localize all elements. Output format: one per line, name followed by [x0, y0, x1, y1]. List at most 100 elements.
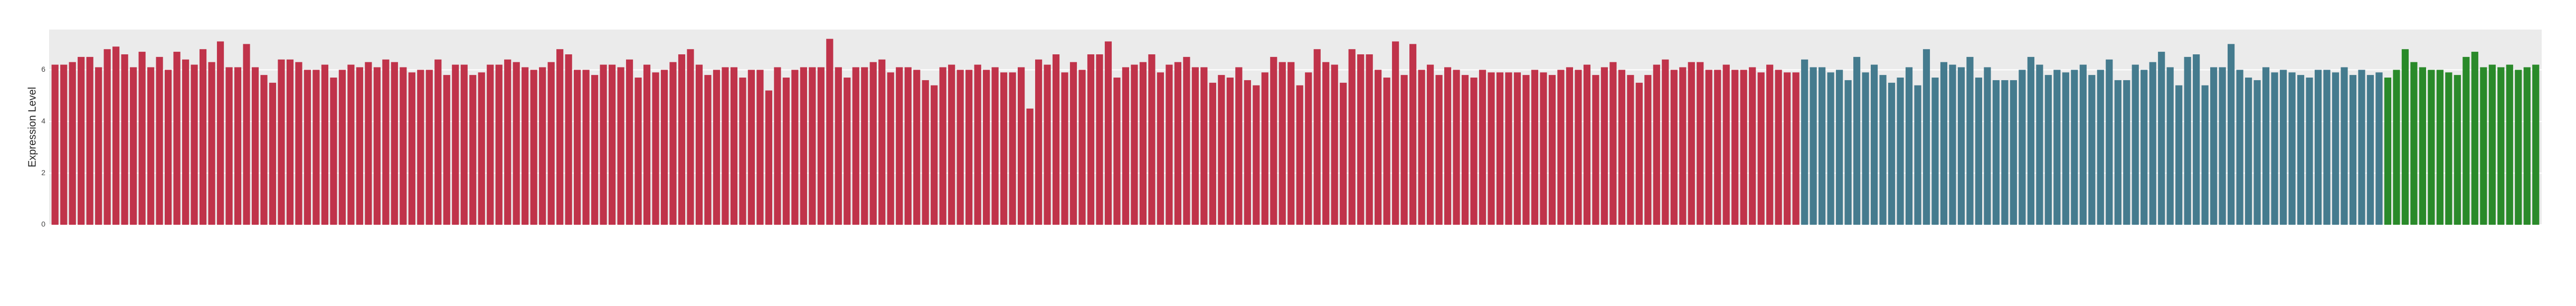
- bar: [2428, 70, 2435, 225]
- bar: [634, 78, 642, 225]
- bar: [2401, 49, 2409, 225]
- bar: [2123, 80, 2130, 225]
- bar: [469, 75, 477, 225]
- bar: [530, 70, 537, 225]
- bar: [2219, 67, 2226, 225]
- bar: [2149, 62, 2156, 225]
- bar: [173, 52, 181, 225]
- bar: [1139, 62, 1147, 225]
- bar: [1340, 82, 1347, 225]
- bar: [382, 59, 390, 225]
- bar: [2175, 85, 2183, 225]
- bar: [2463, 56, 2470, 225]
- bar: [1618, 70, 1625, 225]
- bar: [1931, 78, 1939, 225]
- bar: [2471, 52, 2478, 225]
- bar: [2523, 67, 2531, 225]
- y-tick-label: 6: [41, 65, 45, 73]
- bar: [1627, 75, 1634, 225]
- bar: [1688, 62, 1695, 225]
- bar: [1400, 75, 1408, 225]
- bar: [2515, 70, 2522, 225]
- bar: [1853, 56, 1861, 225]
- bar: [739, 78, 746, 225]
- bar: [304, 70, 311, 225]
- bar: [2262, 67, 2270, 225]
- bar: [2488, 64, 2496, 225]
- bar: [817, 67, 825, 225]
- bar: [1479, 70, 1486, 225]
- bar: [678, 54, 686, 225]
- bar: [1792, 72, 1800, 225]
- bar: [1922, 49, 1930, 225]
- bar: [791, 70, 799, 225]
- bar: [939, 67, 946, 225]
- bar: [1061, 72, 1068, 225]
- bar: [1662, 59, 1669, 225]
- bar: [1183, 56, 1190, 225]
- bar: [547, 62, 555, 225]
- bar: [2019, 70, 2026, 225]
- bar: [1104, 41, 1112, 225]
- bar: [112, 46, 120, 225]
- bar: [487, 64, 494, 225]
- bar: [1296, 85, 1303, 225]
- bar: [1226, 78, 1234, 225]
- bar: [1131, 64, 1138, 225]
- bar: [1827, 72, 1834, 225]
- bar: [243, 44, 250, 225]
- bar: [1784, 72, 1791, 225]
- bar: [983, 70, 990, 225]
- bar: [1200, 67, 1208, 225]
- bar: [2306, 78, 2313, 225]
- bar: [2323, 70, 2331, 225]
- bar: [2480, 67, 2487, 225]
- bar: [2044, 75, 2052, 225]
- bar: [1209, 82, 1216, 225]
- bar: [844, 78, 851, 225]
- bar: [1722, 64, 1730, 225]
- bar: [78, 56, 85, 225]
- bar: [1810, 67, 1817, 225]
- bar: [687, 49, 694, 225]
- bar: [2071, 70, 2078, 225]
- bar: [878, 59, 886, 225]
- bar: [1191, 67, 1199, 225]
- bar: [1714, 70, 1721, 225]
- bar: [826, 39, 834, 225]
- bar: [452, 64, 459, 225]
- bar: [948, 64, 955, 225]
- bar: [1148, 54, 1156, 225]
- bar: [147, 67, 155, 225]
- bar: [1496, 72, 1504, 225]
- bar: [1383, 78, 1390, 225]
- bar: [974, 64, 981, 225]
- bar: [1035, 59, 1043, 225]
- bar: [2010, 80, 2017, 225]
- bar: [2445, 72, 2452, 225]
- bar: [2341, 67, 2348, 225]
- bar: [495, 64, 503, 225]
- bar: [269, 82, 277, 225]
- bar: [1444, 67, 1452, 225]
- y-axis-title: Expression Level: [26, 87, 38, 167]
- bar: [1705, 70, 1712, 225]
- bar: [1418, 70, 1425, 225]
- bar: [1174, 62, 1181, 225]
- bar: [1375, 70, 1382, 225]
- bar: [1592, 75, 1599, 225]
- bar: [1757, 72, 1765, 225]
- bar: [1244, 80, 1251, 225]
- bar: [2079, 64, 2087, 225]
- bar: [2384, 78, 2392, 225]
- bar: [365, 62, 372, 225]
- bar: [95, 67, 102, 225]
- bar: [356, 67, 363, 225]
- bar: [2114, 80, 2122, 225]
- bar: [2279, 70, 2287, 225]
- bar: [1957, 67, 1965, 225]
- bar: [1609, 62, 1617, 225]
- bar: [199, 49, 207, 225]
